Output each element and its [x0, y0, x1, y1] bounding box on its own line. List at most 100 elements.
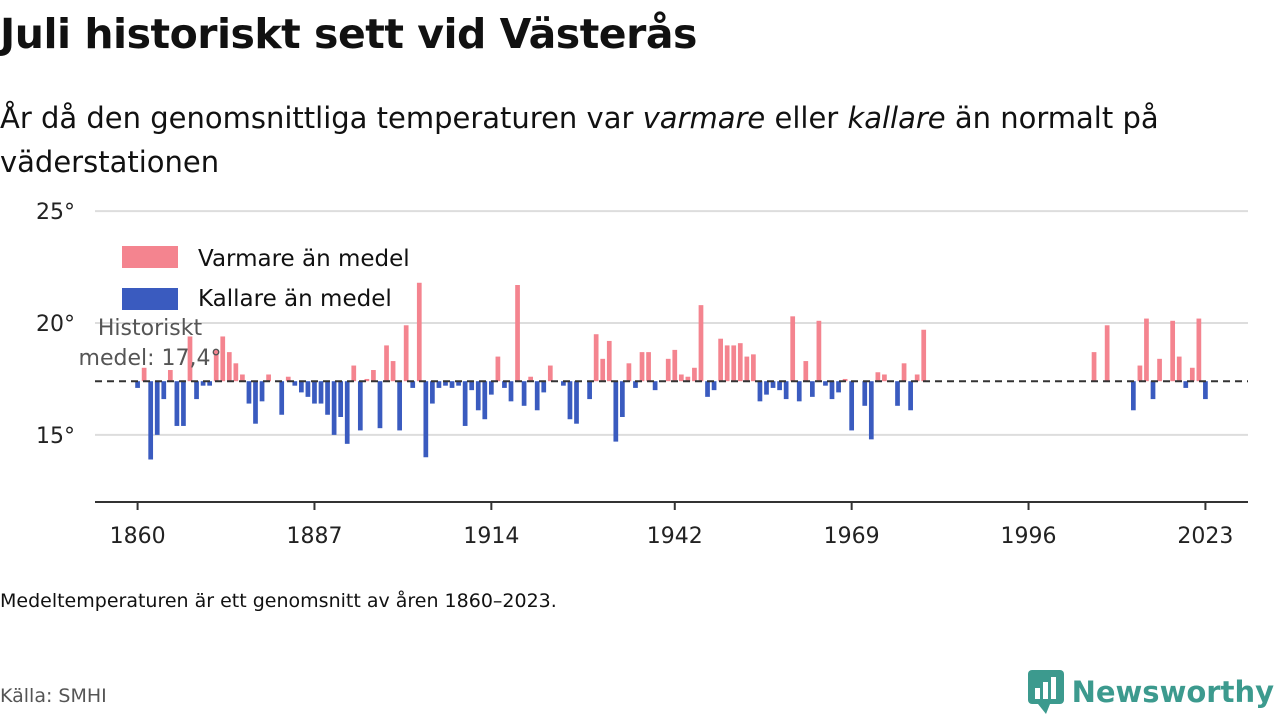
bar-cold	[397, 381, 402, 431]
bar-cold	[299, 381, 304, 393]
mean-label-line2: medel: 17,4°	[79, 346, 222, 371]
bar-cold	[796, 381, 802, 402]
bar-cold	[200, 381, 206, 386]
x-tick-label: 1996	[1001, 524, 1057, 549]
y-tick-label: 15°	[36, 424, 75, 449]
bar-cold	[895, 381, 900, 406]
temperature-bar-chart: 15° 20° 25° Historiskt medel: 17,4° 1860 1887 1…	[36, 200, 1248, 549]
bar-cold	[1183, 381, 1189, 388]
bar-warm	[167, 370, 173, 382]
bar-warm	[639, 352, 645, 382]
bar-cold	[410, 381, 416, 388]
bar-warm	[882, 374, 887, 382]
bar-cold	[849, 381, 855, 431]
bar-warm	[646, 352, 651, 382]
bar-cold	[705, 381, 710, 397]
bar-cold	[613, 381, 619, 442]
bar-warm	[816, 320, 822, 382]
bar-cold	[135, 381, 140, 388]
x-tick-label: 1914	[463, 524, 519, 549]
bar-cold	[194, 381, 199, 400]
bar-warm	[240, 374, 245, 382]
bar-warm	[403, 325, 409, 382]
bar-cold	[777, 381, 782, 391]
bar-cold	[764, 381, 769, 395]
newsworthy-logo-icon	[1027, 670, 1064, 714]
subtitle-text: År då den genomsnittliga temperaturen va…	[0, 101, 643, 135]
bar-warm	[593, 334, 599, 382]
bar-cold	[829, 381, 835, 400]
bar-cold	[469, 381, 475, 391]
bar-warm	[187, 336, 193, 382]
bar-warm	[141, 367, 147, 382]
bar-cold	[475, 381, 481, 411]
bar-cold	[534, 381, 540, 411]
bar-warm	[744, 356, 750, 382]
bar-cold	[1130, 381, 1136, 411]
mean-label-line1: Historiskt	[98, 316, 203, 341]
bar-cold	[587, 381, 592, 400]
bar-cold	[207, 381, 213, 386]
x-tick-label: 1969	[824, 524, 880, 549]
bar-cold	[462, 381, 468, 426]
bar-warm	[351, 365, 357, 382]
bar-warm	[724, 345, 730, 382]
bar-cold	[502, 381, 507, 388]
bar-cold	[292, 381, 298, 386]
bar-warm	[226, 352, 232, 382]
bar-warm	[1196, 318, 1202, 382]
bar-warm	[364, 378, 370, 382]
bar-cold	[377, 381, 383, 429]
bar-warm	[692, 367, 697, 382]
bar-cold	[482, 381, 488, 420]
chart-note: Medeltemperaturen är ett genomsnitt av å…	[0, 590, 557, 612]
bar-cold	[508, 381, 514, 402]
bar-warm	[547, 365, 553, 382]
bar-cold	[430, 381, 435, 404]
bar-warm	[901, 363, 907, 382]
bar-warm	[528, 376, 534, 382]
bar-cold	[567, 381, 573, 420]
bar-warm	[285, 376, 291, 382]
bar-cold	[783, 381, 789, 400]
bar-cold	[449, 381, 455, 388]
bar-warm	[515, 285, 520, 382]
bar-warm	[626, 363, 632, 382]
bar-cold	[338, 381, 344, 417]
x-tick-label: 1942	[647, 524, 703, 549]
y-tick-label: 25°	[36, 200, 75, 225]
bar-warm	[1144, 318, 1149, 382]
bar-cold	[318, 381, 324, 404]
bar-warm	[390, 361, 396, 382]
subtitle-cold-word: kallare	[847, 101, 946, 135]
bar-warm	[1189, 367, 1195, 382]
bar-cold	[868, 381, 874, 440]
bar-cold	[620, 381, 625, 417]
bar-cold	[325, 381, 330, 415]
bar-cold	[161, 381, 167, 400]
bar-cold	[443, 381, 448, 386]
bar-warm	[678, 374, 684, 382]
bar-warm	[1170, 320, 1176, 382]
legend-label-warm: Varmare än medel	[198, 246, 410, 272]
bar-cold	[259, 381, 265, 402]
subtitle-text: eller	[765, 101, 848, 135]
bar-cold	[757, 381, 763, 402]
bar-warm	[698, 305, 704, 382]
bar-cold	[823, 381, 828, 386]
bar-cold	[836, 381, 841, 393]
bar-warm	[266, 374, 271, 382]
bar-cold	[488, 381, 494, 395]
page-subtitle: År då den genomsnittliga temperaturen va…	[0, 96, 1230, 184]
bar-cold	[154, 381, 160, 435]
bar-cold	[181, 381, 186, 426]
bar-warm	[220, 336, 226, 382]
bar-cold	[436, 381, 442, 388]
brand-name: Newsworthy	[1071, 675, 1274, 709]
bar-cold	[541, 381, 547, 393]
bar-warm	[685, 376, 691, 382]
bar-warm	[842, 378, 848, 382]
x-tick-label: 1887	[286, 524, 342, 549]
subtitle-warm-word: varmare	[642, 101, 766, 135]
legend-label-cold: Kallare än medel	[198, 286, 392, 312]
